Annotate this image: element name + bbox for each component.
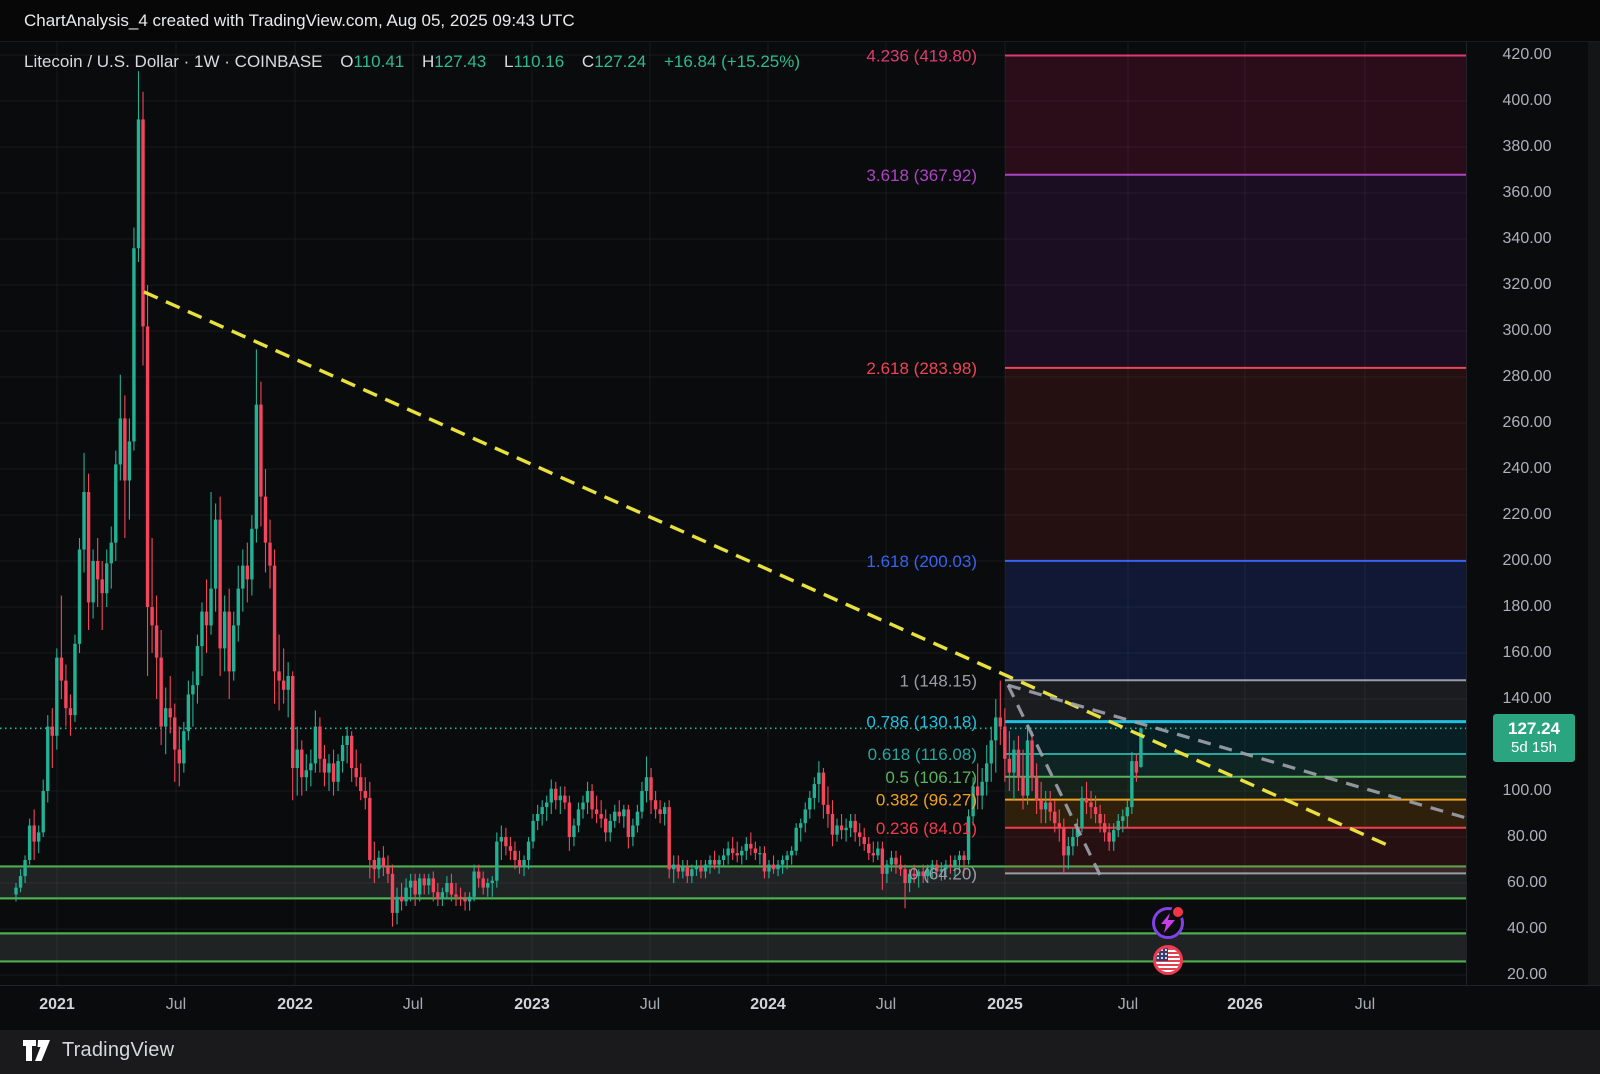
price-tick-label: 280.00 <box>1502 368 1552 385</box>
price-tick-label: 300.00 <box>1502 322 1552 339</box>
price-tick-label: 400.00 <box>1502 92 1552 109</box>
price-chart-canvas[interactable]: 4.236 (419.80) 3.618 (367.92) 2.618 (283.9… <box>0 42 1466 985</box>
price-tick-label: 340.00 <box>1502 230 1552 247</box>
time-tick-label: Jul <box>875 996 897 1013</box>
symbol-title: Litecoin / U.S. Dollar · 1W · COINBASE <box>24 52 323 71</box>
svg-text:4.236 (419.80): 4.236 (419.80) <box>866 46 977 65</box>
tradingview-wordmark: TradingView <box>62 1039 175 1061</box>
price-axis[interactable]: 420.00 400.00 380.00 360.00 340.00 320.00 300.… <box>1467 42 1600 985</box>
price-tick-label: 160.00 <box>1502 644 1552 661</box>
time-tick-label: Jul <box>1117 996 1139 1013</box>
last-price-value: 127.24 <box>1508 719 1560 738</box>
svg-text:0.5 (106.17): 0.5 (106.17) <box>885 768 977 787</box>
price-tick-label: 60.00 <box>1506 874 1548 891</box>
svg-text:1 (148.15): 1 (148.15) <box>900 671 978 690</box>
svg-text:0.382 (96.27): 0.382 (96.27) <box>876 791 977 810</box>
time-tick-label: 2024 <box>750 996 786 1013</box>
ohlc-close: C127.24 <box>581 52 647 71</box>
price-tick-label: 220.00 <box>1502 506 1552 523</box>
price-tick-label: 40.00 <box>1506 920 1548 937</box>
time-tick-label: 2021 <box>39 996 75 1013</box>
footer-bar: TradingView <box>0 1030 1600 1074</box>
price-tick-label: 20.00 <box>1506 966 1548 983</box>
export-caption: ChartAnalysis_4 created with TradingView… <box>24 11 575 30</box>
svg-text:0.236 (84.01): 0.236 (84.01) <box>876 819 977 838</box>
ohlc-low: L110.16 <box>503 52 565 71</box>
ohlc-high: H127.43 <box>421 52 487 71</box>
price-tick-label: 240.00 <box>1502 460 1552 477</box>
notification-dot-icon <box>1171 905 1185 919</box>
time-tick-label: 2023 <box>514 996 550 1013</box>
price-tick-label: 140.00 <box>1502 690 1552 707</box>
svg-text:1.618 (200.03): 1.618 (200.03) <box>866 552 977 571</box>
lightning-icon[interactable] <box>1152 905 1185 939</box>
tradingview-logo[interactable]: TradingView <box>22 1039 174 1062</box>
symbol-legend[interactable]: Litecoin / U.S. Dollar · 1W · COINBASE O… <box>24 52 800 74</box>
price-tick-label: 380.00 <box>1502 138 1552 155</box>
svg-text:0 (64.20): 0 (64.20) <box>909 864 977 883</box>
price-axis-divider <box>1466 42 1467 985</box>
price-tick-label: 80.00 <box>1506 828 1548 845</box>
price-tick-label: 200.00 <box>1502 552 1552 569</box>
flag-canton <box>1156 948 1168 961</box>
svg-text:0.786 (130.18): 0.786 (130.18) <box>866 713 977 732</box>
time-tick-label: Jul <box>402 996 424 1013</box>
export-caption-bar: ChartAnalysis_4 created with TradingView… <box>0 0 1600 42</box>
time-tick-label: Jul <box>639 996 661 1013</box>
gray-shallow-guide <box>1007 683 1466 820</box>
bar-countdown: 5d 15h <box>1511 739 1557 756</box>
time-tick-label: 2026 <box>1227 996 1263 1013</box>
svg-text:2.618 (283.98): 2.618 (283.98) <box>866 359 977 378</box>
time-tick-label: Jul <box>1354 996 1376 1013</box>
price-tick-label: 360.00 <box>1502 184 1552 201</box>
tradingview-glyph-icon <box>23 1040 50 1061</box>
time-axis[interactable]: 2021 Jul 2022 Jul 2023 Jul 2024 Jul 2025 Jul 2026 J… <box>0 985 1600 1031</box>
price-tick-label: 180.00 <box>1502 598 1552 615</box>
time-tick-label: Jul <box>165 996 187 1013</box>
long-descending-trendline <box>143 290 1391 848</box>
price-change: +16.84 (+15.25%) <box>663 52 801 71</box>
svg-text:3.618 (367.92): 3.618 (367.92) <box>866 166 977 185</box>
price-tick-label: 260.00 <box>1502 414 1552 431</box>
price-tick-label: 320.00 <box>1502 276 1552 293</box>
svg-text:0.618 (116.08): 0.618 (116.08) <box>868 745 977 764</box>
last-price-label: 127.24 5d 15h <box>1493 714 1575 762</box>
chart-area: 4.236 (419.80) 3.618 (367.92) 2.618 (283.9… <box>0 42 1600 1031</box>
time-tick-label: 2022 <box>277 996 313 1013</box>
price-tick-label: 420.00 <box>1502 46 1552 63</box>
us-flag-icon[interactable] <box>1153 945 1183 975</box>
time-tick-label: 2025 <box>987 996 1023 1013</box>
price-tick-label: 100.00 <box>1502 782 1552 799</box>
ohlc-open: O110.41 <box>340 52 405 71</box>
right-edge-strip <box>1588 42 1600 985</box>
